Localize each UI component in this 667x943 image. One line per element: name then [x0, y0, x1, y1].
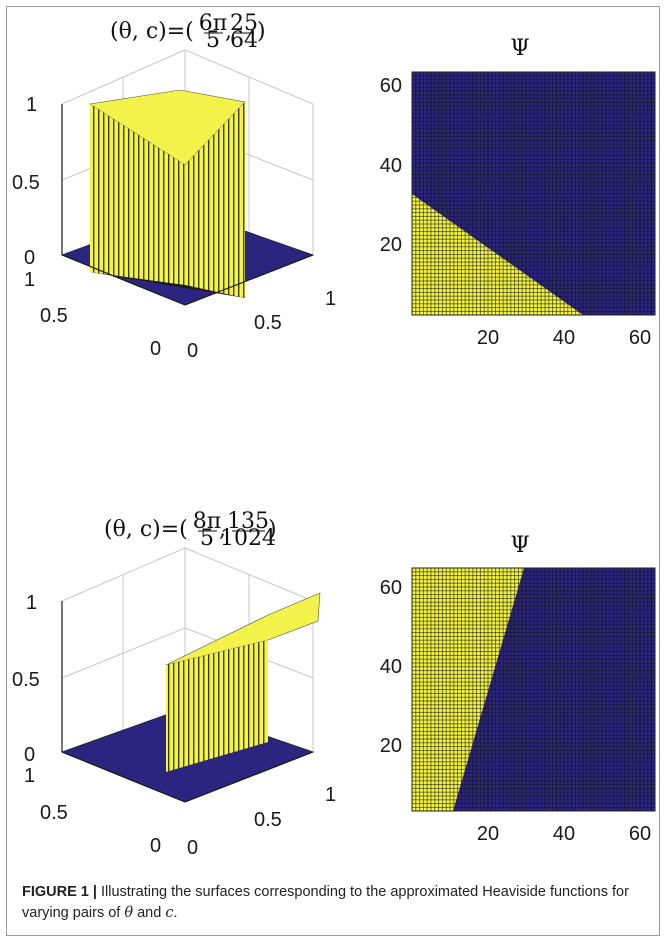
xtick-2-one: 1: [325, 784, 336, 806]
ztick-1-top: 1: [26, 94, 37, 116]
ytick-2-zero: 0: [150, 835, 161, 857]
xtick-1-one: 1: [325, 288, 336, 310]
caption-text-a: Illustrating the surfaces corresponding …: [22, 884, 629, 921]
ztick-1-bottom: 0: [24, 247, 35, 269]
heatmap-border-1: [411, 71, 656, 316]
hm1-xtick-20: 20: [477, 327, 499, 349]
title-suffix: ): [257, 19, 266, 44]
hm1-ytick-60: 60: [380, 75, 402, 97]
title2-frac2-den: 1024: [220, 526, 276, 551]
heatmap-grid-1: [412, 72, 655, 315]
heatmap-title-2: Ψ: [510, 533, 529, 558]
title2-frac1-den: 5: [200, 526, 214, 551]
hm1-ytick-20: 20: [380, 234, 402, 256]
ytick-1-mid: 0.5: [40, 305, 68, 327]
surface-plot-2: (θ, c)=( 8π 5 , 135 1024 ): [12, 509, 336, 859]
title2-suffix: ): [268, 517, 277, 542]
heatmap-grid-2: [412, 568, 655, 811]
caption-text-c: .: [173, 905, 178, 921]
ytick-1-zero: 0: [150, 338, 161, 360]
caption-text-b: and: [133, 905, 166, 921]
caption-c: c: [165, 905, 174, 921]
xtick-2-zero: 0: [187, 837, 198, 859]
xtick-1-mid: 0.5: [254, 312, 282, 334]
ytick-2-top: 1: [24, 765, 35, 787]
title2-frac2-num: 135: [227, 509, 269, 534]
surface-wall-1a: [90, 104, 185, 285]
hm1-xtick-40: 40: [553, 327, 575, 349]
heatmap-title-1: Ψ: [510, 36, 529, 61]
hm2-xtick-60: 60: [629, 823, 651, 845]
surface-wall-1b: [185, 102, 245, 298]
axis-lines-1: [61, 104, 314, 306]
ytick-2-mid: 0.5: [40, 802, 68, 824]
caption-label: FIGURE 1 |: [22, 884, 97, 900]
hm2-xtick-40: 40: [553, 823, 575, 845]
heatmap-border-2: [411, 567, 656, 812]
ztick-2-mid: 0.5: [12, 669, 40, 691]
surface-title-1: (θ, c)=(: [110, 19, 194, 44]
hm2-ytick-20: 20: [380, 735, 402, 757]
axis-lines-2: [61, 601, 314, 803]
surface-title-2: (θ, c)=(: [104, 517, 188, 542]
hm2-ytick-40: 40: [380, 656, 402, 678]
xtick-1-zero: 0: [187, 340, 198, 362]
heatmap-plot-1: Ψ 60 40 20 20 40 60: [380, 36, 656, 349]
title-frac2-num: 25: [230, 11, 258, 36]
surface-plot-1: (θ, c)=( 6π 5 , 25 64 ): [12, 11, 336, 362]
title2-frac1-num: 8π: [193, 509, 221, 534]
title-frac2-den: 64: [230, 28, 258, 53]
title-frac1-num: 6π: [199, 11, 227, 36]
svg-text:,: ,: [225, 19, 232, 44]
surface-title-1-fractions: 6π 5 , 25 64 ): [199, 11, 266, 53]
ztick-2-bottom: 0: [24, 744, 35, 766]
hm1-xtick-60: 60: [629, 327, 651, 349]
ztick-1-mid: 0.5: [12, 172, 40, 194]
ztick-2-top: 1: [26, 592, 37, 614]
ytick-1-top: 1: [24, 269, 35, 291]
surface-title-2-fractions: 8π 5 , 135 1024 ): [193, 509, 277, 551]
surface-wall-2: [166, 640, 268, 772]
xtick-2-mid: 0.5: [254, 809, 282, 831]
hm2-xtick-20: 20: [477, 823, 499, 845]
hm1-ytick-40: 40: [380, 155, 402, 177]
heatmap-plot-2: Ψ 60 40 20 20 40 60: [380, 533, 656, 845]
figure-caption: FIGURE 1 | Illustrating the surfaces cor…: [22, 882, 642, 924]
svg-text:,: ,: [219, 517, 226, 542]
title-frac1-den: 5: [206, 28, 220, 53]
hm2-ytick-60: 60: [380, 577, 402, 599]
caption-theta: θ: [124, 905, 134, 921]
